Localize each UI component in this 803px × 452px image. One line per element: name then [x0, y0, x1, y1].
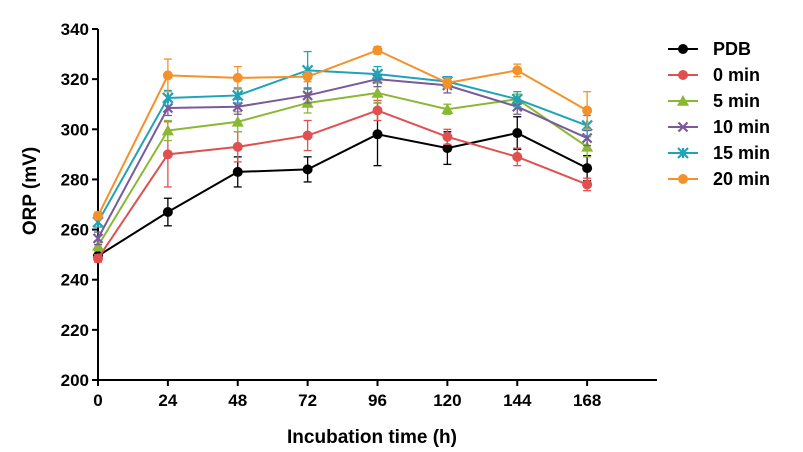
- series-line: [97, 69, 588, 223]
- legend-label: 15 min: [713, 143, 770, 163]
- data-point: [442, 143, 453, 154]
- legend-label: 5 min: [713, 91, 760, 111]
- legend-item: 10 min: [668, 117, 770, 137]
- data-point: [232, 72, 243, 83]
- legend-label: 0 min: [713, 65, 760, 85]
- data-point: [372, 105, 383, 116]
- data-point: [582, 179, 593, 190]
- legend-marker: [678, 70, 688, 80]
- data-point: [441, 103, 454, 115]
- legend-marker: [677, 95, 689, 106]
- legend-marker: [677, 121, 689, 133]
- data-point: [162, 92, 174, 104]
- data-point: [442, 131, 453, 142]
- series-line: [97, 131, 588, 257]
- y-axis-title: ORP (mV): [20, 147, 41, 235]
- y-tick-label: 260: [61, 221, 89, 240]
- plot-series: [92, 45, 594, 264]
- x-tick-label: 48: [228, 391, 247, 410]
- x-tick-label: 0: [93, 391, 102, 410]
- x-tick-label: 72: [298, 391, 317, 410]
- data-point: [582, 105, 593, 116]
- data-point: [93, 210, 103, 221]
- series-line: [97, 91, 588, 247]
- x-tick-label: 144: [503, 391, 532, 410]
- legend-item: 5 min: [668, 91, 760, 111]
- y-tick-label: 300: [61, 120, 89, 139]
- data-point: [302, 130, 313, 141]
- data-point: [372, 45, 383, 56]
- data-point: [232, 166, 243, 177]
- y-tick-label: 320: [61, 70, 89, 89]
- legend-item: 20 min: [668, 169, 770, 189]
- series-line: [97, 49, 588, 217]
- y-tick-label: 280: [61, 170, 89, 189]
- y-tick-label: 340: [61, 20, 89, 39]
- data-point: [162, 149, 173, 160]
- data-point: [93, 253, 103, 264]
- chart-axes: [92, 28, 657, 386]
- data-point: [92, 233, 104, 244]
- data-point: [231, 89, 244, 102]
- data-point: [232, 141, 243, 152]
- data-point: [161, 124, 174, 136]
- x-tick-label: 96: [368, 391, 387, 410]
- data-point: [371, 68, 384, 80]
- data-point: [92, 239, 104, 251]
- x-tick-labels: 0 24 48 72 96 120 144 168: [93, 391, 601, 410]
- data-point: [162, 70, 173, 81]
- legend-marker: [677, 147, 689, 159]
- series-pdb: [93, 102, 593, 262]
- data-point: [371, 86, 384, 98]
- data-point: [512, 128, 523, 139]
- data-point: [511, 93, 524, 105]
- data-point: [302, 90, 313, 101]
- data-point: [372, 129, 383, 140]
- legend-label: PDB: [713, 39, 751, 59]
- y-tick-label: 220: [61, 321, 89, 340]
- data-point: [231, 115, 244, 127]
- data-point: [302, 71, 313, 82]
- legend: PDB 0 min 5 min 10 min 15 min 20 min: [668, 39, 770, 189]
- x-tick-label: 120: [433, 391, 461, 410]
- x-tick-label: 168: [573, 391, 601, 410]
- data-point: [512, 65, 523, 76]
- legend-item: 0 min: [668, 65, 760, 85]
- series-20-min: [93, 45, 593, 221]
- legend-marker: [678, 44, 688, 54]
- legend-item: 15 min: [668, 143, 770, 163]
- data-point: [162, 207, 173, 218]
- data-point: [581, 140, 594, 152]
- data-point: [302, 164, 313, 175]
- y-tick-label: 240: [61, 271, 89, 290]
- legend-item: PDB: [668, 39, 751, 59]
- series-15-min: [92, 50, 593, 228]
- legend-marker: [678, 174, 688, 184]
- data-point: [512, 151, 523, 162]
- y-tick-labels: 200 220 240 260 280 300 320 340: [61, 20, 89, 390]
- series-line: [97, 109, 588, 259]
- x-tick-label: 24: [158, 391, 177, 410]
- data-point: [232, 101, 244, 112]
- y-tick-label: 200: [61, 371, 89, 390]
- data-point: [582, 163, 593, 174]
- x-axis-title: Incubation time (h): [287, 427, 457, 448]
- series-line: [97, 78, 588, 239]
- data-point: [442, 77, 453, 88]
- legend-label: 20 min: [713, 169, 770, 189]
- series-0-min: [93, 99, 593, 264]
- legend-label: 10 min: [713, 117, 770, 137]
